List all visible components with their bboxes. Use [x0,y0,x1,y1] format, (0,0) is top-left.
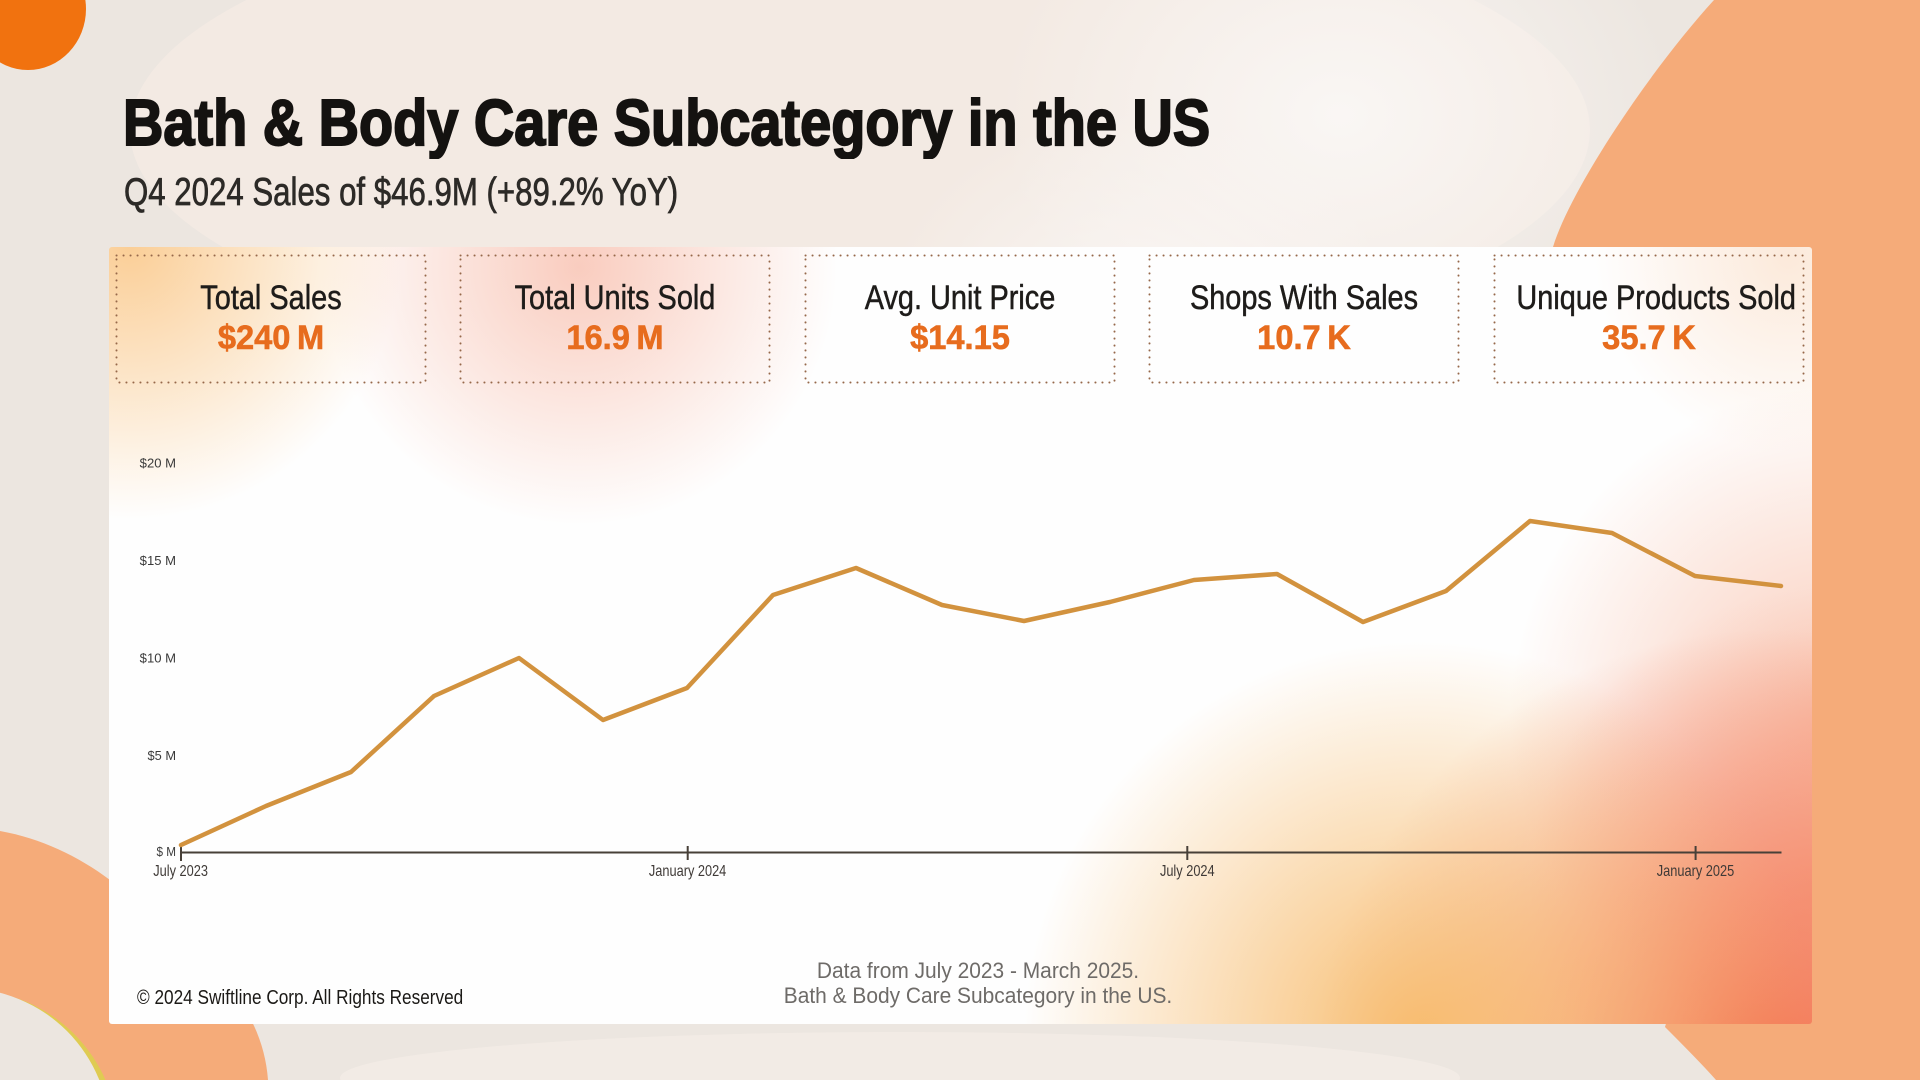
svg-text:$10 M: $10 M [140,651,176,666]
svg-text:January 2024: January 2024 [649,863,726,880]
svg-text:January 2025: January 2025 [1657,863,1735,880]
svg-text:$20 M: $20 M [140,456,176,471]
svg-text:$15 M: $15 M [140,553,176,568]
svg-text:July 2023: July 2023 [153,863,208,880]
svg-text:$5 M: $5 M [148,748,177,763]
svg-text:July 2024: July 2024 [1160,863,1215,880]
svg-text:$ M: $ M [157,844,177,859]
